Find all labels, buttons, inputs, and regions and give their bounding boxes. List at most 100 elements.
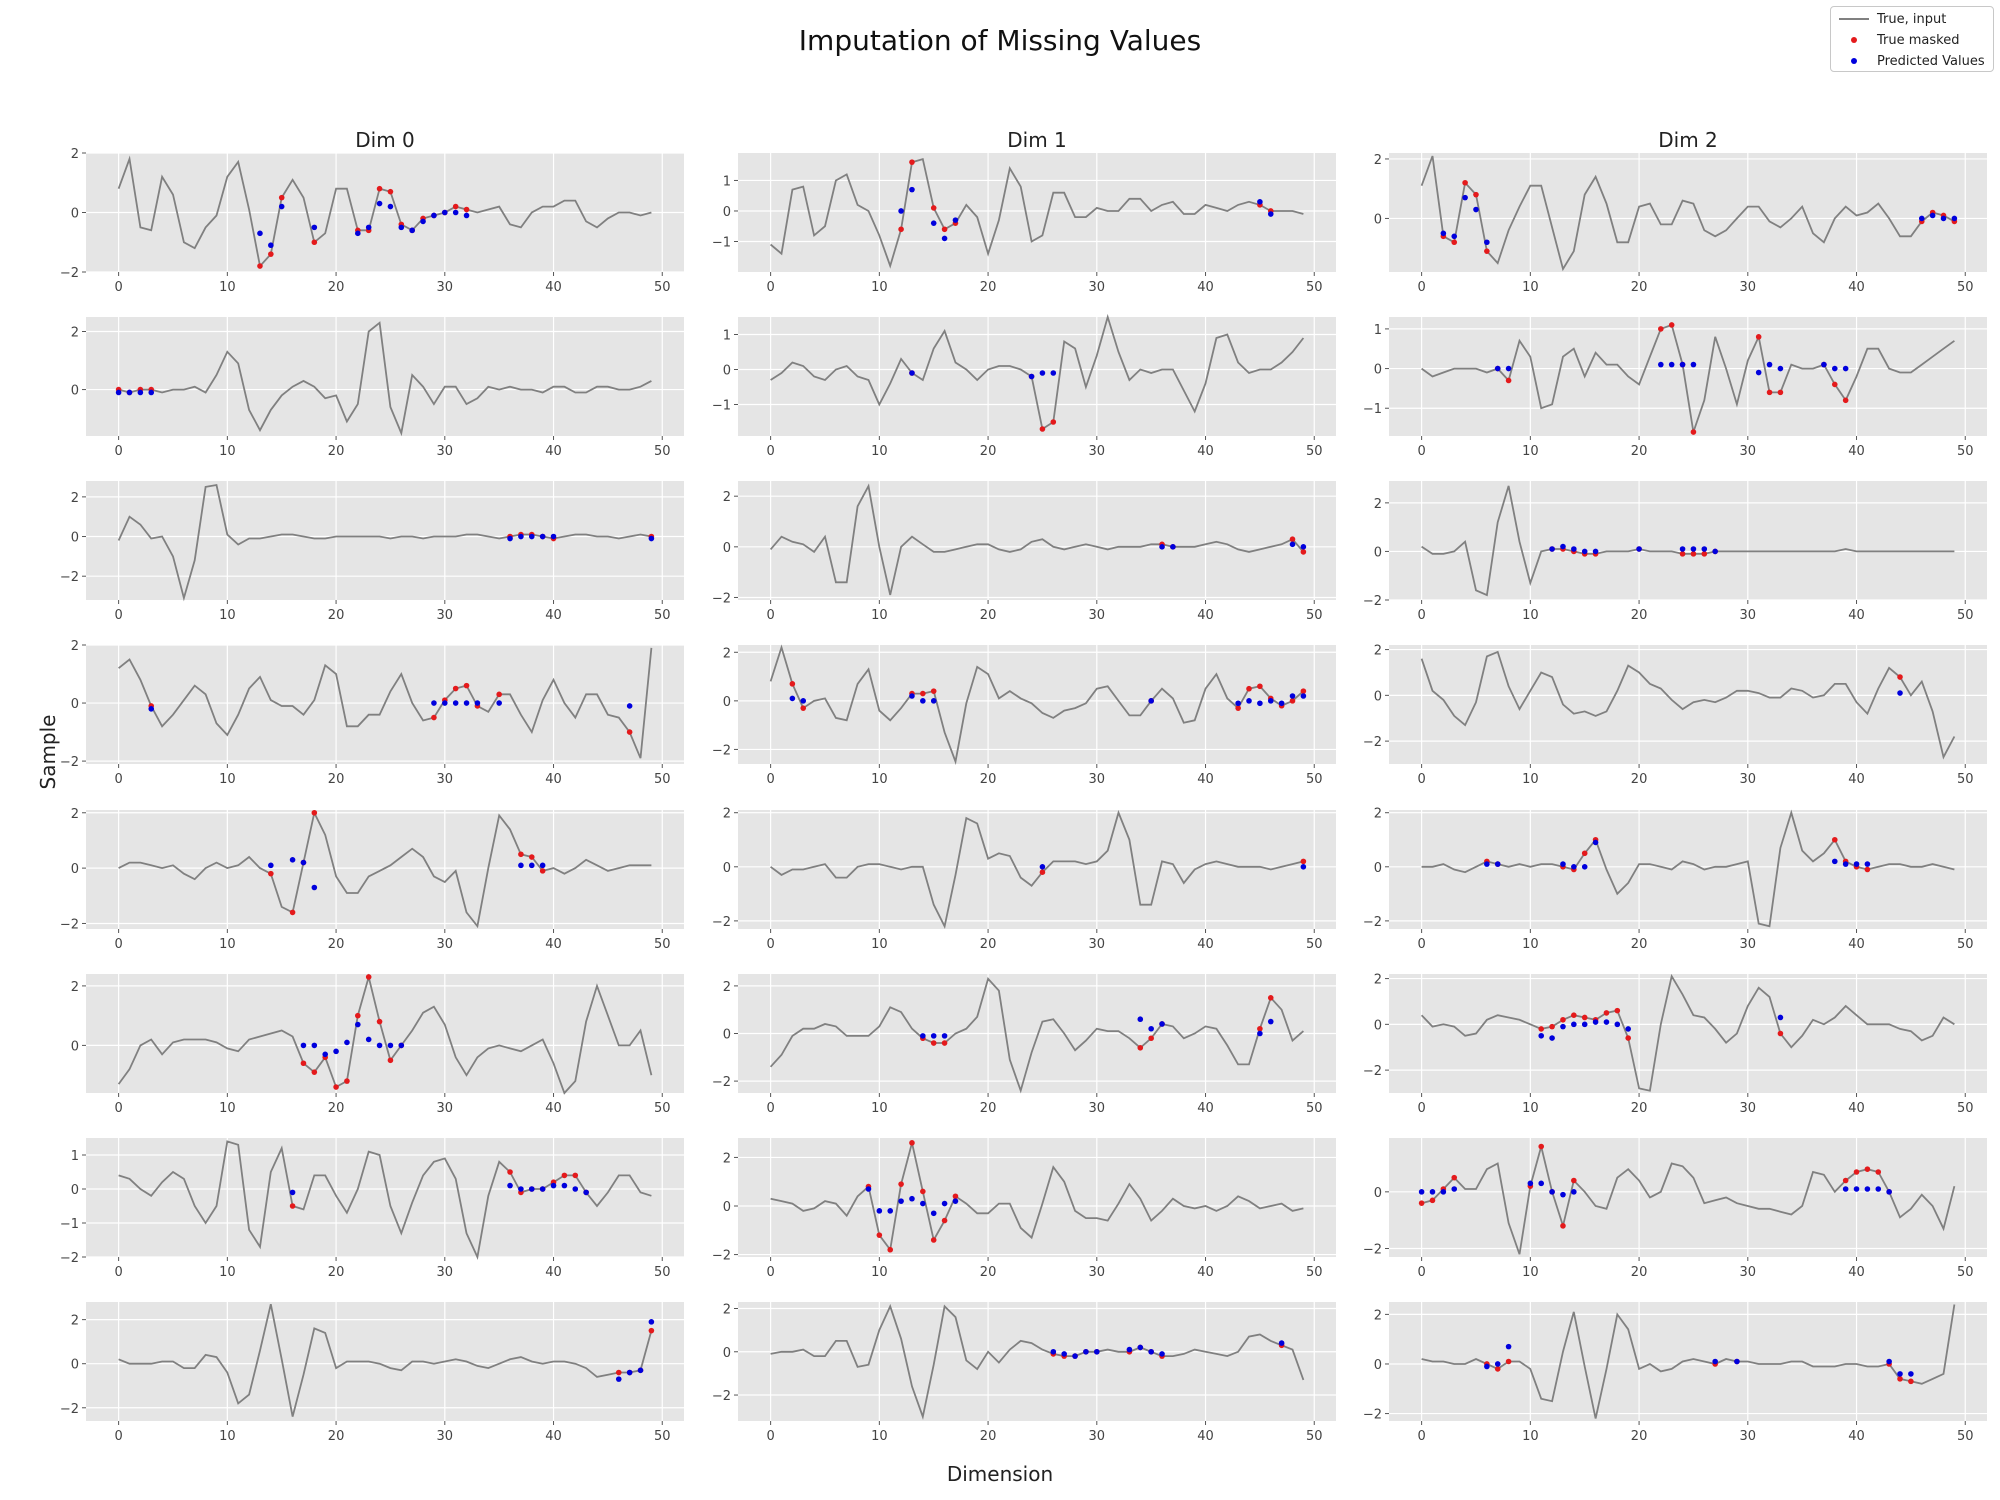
predicted-point (376, 200, 383, 207)
x-tick-label: 0 (766, 444, 774, 459)
x-tick-label: 40 (1197, 444, 1214, 459)
true-masked-point (887, 1246, 894, 1253)
x-tick-label: 40 (1197, 608, 1214, 623)
subplot-r1-c1: 0 10 20 30 40 50 −1 0 1 (712, 313, 1336, 459)
predicted-point (528, 862, 535, 869)
predicted-point (1300, 863, 1307, 870)
true-masked-point (344, 1078, 350, 1084)
predicted-point (268, 862, 274, 869)
true-masked-point (452, 685, 459, 692)
predicted-point (930, 1033, 937, 1039)
x-tick-label: 30 (437, 608, 454, 623)
series-line-true-input (117, 155, 652, 269)
predicted-point (898, 1198, 904, 1204)
true-masked-point (268, 870, 274, 877)
predicted-point (507, 535, 513, 542)
predicted-point (1701, 546, 1708, 552)
x-tick-label: 10 (871, 280, 888, 295)
x-tick-label: 10 (219, 1429, 236, 1444)
true-masked-point (1625, 1035, 1631, 1041)
true-masked-point (1571, 1012, 1577, 1018)
predicted-point (409, 227, 415, 234)
predicted-point (1766, 361, 1773, 368)
plot-area (1389, 481, 1987, 600)
x-tick-label: 10 (1522, 608, 1539, 623)
predicted-point (1170, 544, 1176, 550)
true-masked-point (376, 185, 383, 192)
subplot-r6-c2: 0 10 20 30 40 50 −2 0 (1363, 1138, 1987, 1280)
true-masked-point (1864, 1166, 1871, 1172)
predicted-point (1908, 1371, 1914, 1377)
predicted-point (1289, 541, 1296, 548)
predicted-point (1940, 215, 1947, 222)
true-masked-point (930, 1040, 937, 1046)
column-title-dim-2: Dim 2 (1658, 128, 1718, 152)
predicted-point (1484, 1363, 1490, 1370)
true-masked-point (1538, 1026, 1545, 1032)
x-tick-label: 0 (1417, 444, 1425, 459)
predicted-point (1679, 361, 1686, 368)
y-tick-label: −2 (712, 915, 731, 930)
predicted-point (1712, 548, 1718, 555)
y-tick-label: 0 (71, 1039, 79, 1054)
y-tick-label: 0 (723, 695, 731, 710)
true-masked-point (463, 206, 470, 213)
true-masked-point (615, 1369, 622, 1376)
y-tick-label: −2 (1363, 915, 1382, 930)
y-tick-label: 0 (1374, 1018, 1382, 1033)
true-masked-point (278, 194, 285, 201)
x-tick-label: 50 (654, 280, 671, 295)
predicted-point (1440, 1189, 1447, 1195)
true-masked-point (268, 251, 274, 257)
predicted-point (648, 1319, 655, 1325)
plot-area (86, 317, 684, 436)
x-tick-label: 40 (545, 937, 562, 952)
y-tick-label: 0 (1374, 545, 1382, 560)
predicted-point (1571, 1189, 1577, 1195)
predicted-point (1842, 365, 1849, 372)
true-masked-point (1484, 248, 1490, 254)
y-tick-label: 2 (71, 639, 79, 654)
predicted-point (1300, 544, 1307, 550)
legend-item-predicted: Predicted Values (1839, 52, 1985, 70)
x-tick-label: 30 (1740, 1101, 1757, 1116)
predicted-point (1148, 698, 1154, 704)
y-tick-label: 0 (723, 1200, 731, 1215)
true-masked-point (1755, 334, 1762, 340)
subplot-r0-c2: 0 10 20 30 40 50 0 2 (1374, 153, 1987, 295)
true-masked-point (930, 1237, 937, 1243)
x-tick-label: 20 (328, 280, 345, 295)
true-masked-point (1538, 1143, 1545, 1150)
x-tick-label: 20 (1631, 608, 1648, 623)
predicted-point (1571, 546, 1577, 552)
x-tick-label: 20 (980, 280, 997, 295)
subplot-r4-c0: 0 10 20 30 40 50 −2 0 2 (60, 807, 684, 952)
y-tick-label: 2 (1374, 973, 1382, 988)
column-title-dim-0: Dim 0 (355, 128, 415, 152)
predicted-point (1278, 700, 1285, 707)
predicted-point (518, 533, 524, 540)
subplot-r0-c0: 0 10 20 30 40 50 −2 0 2 (60, 147, 684, 295)
subplot-r4-c1: 0 10 20 30 40 50 −2 0 2 (712, 807, 1336, 952)
predicted-point (1679, 546, 1686, 552)
predicted-point (431, 212, 437, 219)
x-tick-label: 30 (1740, 280, 1757, 295)
y-tick-label: −2 (60, 266, 79, 281)
x-tick-label: 10 (1522, 1429, 1539, 1444)
true-masked-point (1831, 381, 1838, 388)
y-tick-label: 0 (723, 364, 731, 379)
predicted-point (1484, 861, 1490, 867)
predicted-point (1235, 700, 1241, 707)
subplot-r7-c1: 0 10 20 30 40 50 −2 0 2 (712, 1302, 1336, 1444)
predicted-point (1755, 369, 1762, 376)
series-line-true-input (118, 1303, 653, 1417)
predicted-point (268, 242, 274, 249)
y-tick-label: 0 (723, 1028, 731, 1043)
x-tick-label: 40 (545, 1101, 562, 1116)
series-line-true-input (118, 647, 653, 759)
predicted-point (1853, 1186, 1860, 1192)
true-masked-point (952, 1193, 959, 1200)
x-tick-label: 30 (1089, 608, 1106, 623)
true-masked-point (1050, 419, 1057, 425)
x-tick-label: 30 (1089, 280, 1106, 295)
